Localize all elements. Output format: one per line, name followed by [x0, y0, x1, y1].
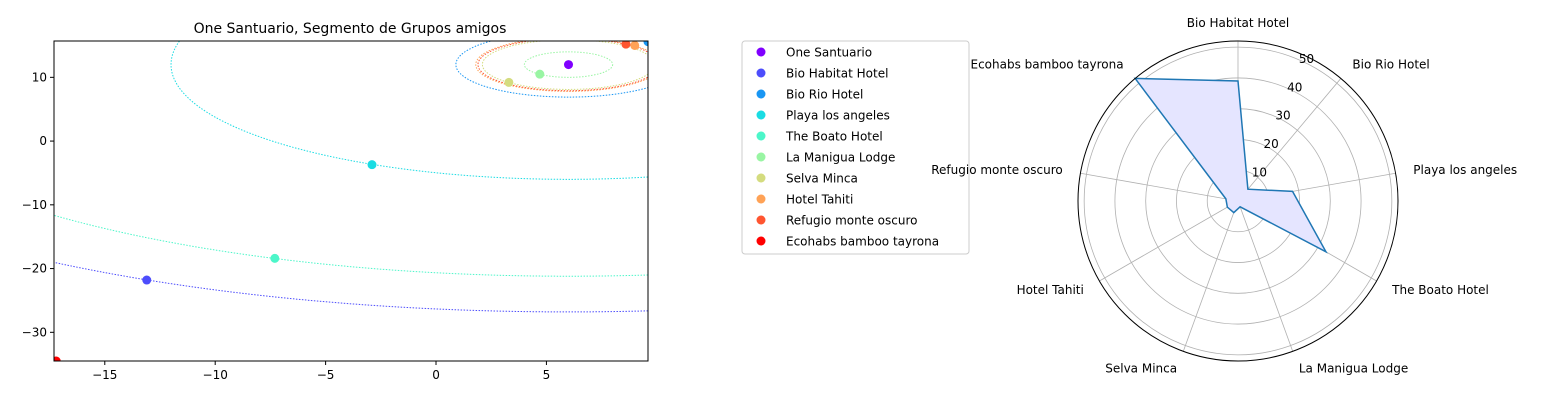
- legend-marker-bio-rio-hotel: [756, 89, 766, 99]
- radar-spoke: [1237, 200, 1294, 352]
- radar-label-bio-habitat-hotel: Bio Habitat Hotel: [1187, 16, 1289, 30]
- point-bio-habitat-hotel: [142, 275, 152, 285]
- radar-area: [1135, 78, 1326, 252]
- radar-label-ecohabs-bamboo-tayrona: Ecohabs bamboo tayrona: [971, 58, 1124, 72]
- y-axis-ticks: −30 −20 −10 0 10: [22, 70, 54, 339]
- radar-label-the-boato-hotel: The Boato Hotel: [1391, 283, 1489, 297]
- y-tick-label: −10: [22, 198, 47, 212]
- legend-marker-the-boato-hotel: [756, 131, 766, 141]
- radar-label-la-manigua-lodge: La Manigua Lodge: [1299, 361, 1408, 375]
- plot-frame: [53, 40, 649, 362]
- radar-category-labels: Bio Habitat Hotel Bio Rio Hotel Playa los …: [931, 16, 1517, 375]
- radar-rtick-label: 50: [1299, 52, 1314, 66]
- point-bio-rio-hotel: [643, 41, 648, 47]
- y-tick-label: 10: [32, 70, 47, 84]
- radar-frame: [1077, 40, 1399, 362]
- radar-line: [1133, 77, 1328, 254]
- legend-label-hotel-tahiti: Hotel Tahiti: [786, 193, 853, 207]
- y-tick-label: 0: [39, 134, 47, 148]
- orbit-la-manigua-lodge: [523, 51, 614, 78]
- legend-label-bio-habitat-hotel: Bio Habitat Hotel: [786, 67, 888, 81]
- legend-marker-ecohabs-bamboo-tayrona: [756, 236, 766, 246]
- radar-label-selva-minca: Selva Minca: [1105, 361, 1177, 375]
- legend-label-one-santuario: One Santuario: [786, 46, 872, 60]
- legend-marker-playa-los-angeles: [756, 110, 766, 120]
- point-playa-los-angeles: [367, 160, 377, 170]
- legend-frame: [741, 40, 970, 255]
- radar-rtick-label: 40: [1287, 80, 1302, 94]
- radar-spoke: [1237, 78, 1342, 202]
- legend-label-refugio-monte-oscuro: Refugio monte oscuro: [786, 214, 917, 228]
- x-tick-label: −10: [203, 368, 228, 382]
- x-tick-label: 5: [543, 368, 551, 382]
- point-ecohabs-bamboo-tayrona: [54, 356, 61, 361]
- radar-rtick-label: 10: [1252, 166, 1267, 180]
- radar-label-bio-rio-hotel: Bio Rio Hotel: [1352, 58, 1429, 72]
- y-tick-label: −30: [22, 325, 47, 339]
- orbit-bio-habitat-hotel: [54, 261, 648, 313]
- orbit-selva-minca: [481, 41, 648, 90]
- radar-label-refugio-monte-oscuro: Refugio monte oscuro: [931, 163, 1062, 177]
- point-the-boato-hotel: [270, 253, 280, 263]
- radar-chart: Bio Habitat Hotel Bio Rio Hotel Playa los …: [931, 16, 1517, 375]
- legend-label-la-manigua-lodge: La Manigua Lodge: [786, 151, 895, 165]
- legend-label-the-boato-hotel: The Boato Hotel: [785, 130, 883, 144]
- point-selva-minca: [504, 77, 514, 87]
- radar-label-playa-los-angeles: Playa los angeles: [1413, 163, 1517, 177]
- legend-marker-bio-habitat-hotel: [756, 68, 766, 78]
- radar-rtick-label: 20: [1264, 137, 1279, 151]
- point-hotel-tahiti: [630, 41, 640, 50]
- orbit-playa-los-angeles: [170, 41, 648, 180]
- x-tick-label: 0: [432, 368, 440, 382]
- radar-spoke: [1099, 200, 1239, 282]
- orbit-hotel-tahiti: [475, 41, 648, 92]
- radar-label-hotel-tahiti: Hotel Tahiti: [1017, 283, 1084, 297]
- point-refugio-monte-oscuro: [621, 41, 631, 49]
- radar-spoke: [1182, 200, 1239, 352]
- legend-label-ecohabs-bamboo-tayrona: Ecohabs bamboo tayrona: [786, 235, 939, 249]
- radar-series: [1133, 77, 1328, 254]
- scatter-title: One Santuario, Segmento de Grupos amigos: [194, 21, 507, 37]
- legend-label-playa-los-angeles: Playa los angeles: [786, 109, 890, 123]
- legend: One Santuario Bio Habitat Hotel Bio Rio Ho…: [741, 40, 970, 255]
- x-axis-ticks: −15 −10 −5 0 5: [92, 361, 550, 382]
- scatter-points: [54, 41, 648, 361]
- legend-marker-selva-minca: [756, 173, 766, 183]
- x-tick-label: −5: [317, 368, 335, 382]
- legend-marker-one-santuario: [756, 47, 766, 57]
- point-one-santuario: [564, 60, 574, 70]
- radar-rtick-label: 30: [1275, 109, 1290, 123]
- y-tick-label: −20: [22, 262, 47, 276]
- legend-marker-la-manigua-lodge: [756, 152, 766, 162]
- legend-marker-hotel-tahiti: [756, 194, 766, 204]
- radar-spoke: [1080, 172, 1239, 202]
- legend-marker-refugio-monte-oscuro: [756, 215, 766, 225]
- radar-radial-ticks: 10 20 30 40 50: [1252, 52, 1314, 180]
- x-tick-label: −15: [92, 368, 117, 382]
- legend-label-selva-minca: Selva Minca: [786, 172, 858, 186]
- legend-label-bio-rio-hotel: Bio Rio Hotel: [786, 88, 863, 102]
- point-la-manigua-lodge: [535, 69, 545, 79]
